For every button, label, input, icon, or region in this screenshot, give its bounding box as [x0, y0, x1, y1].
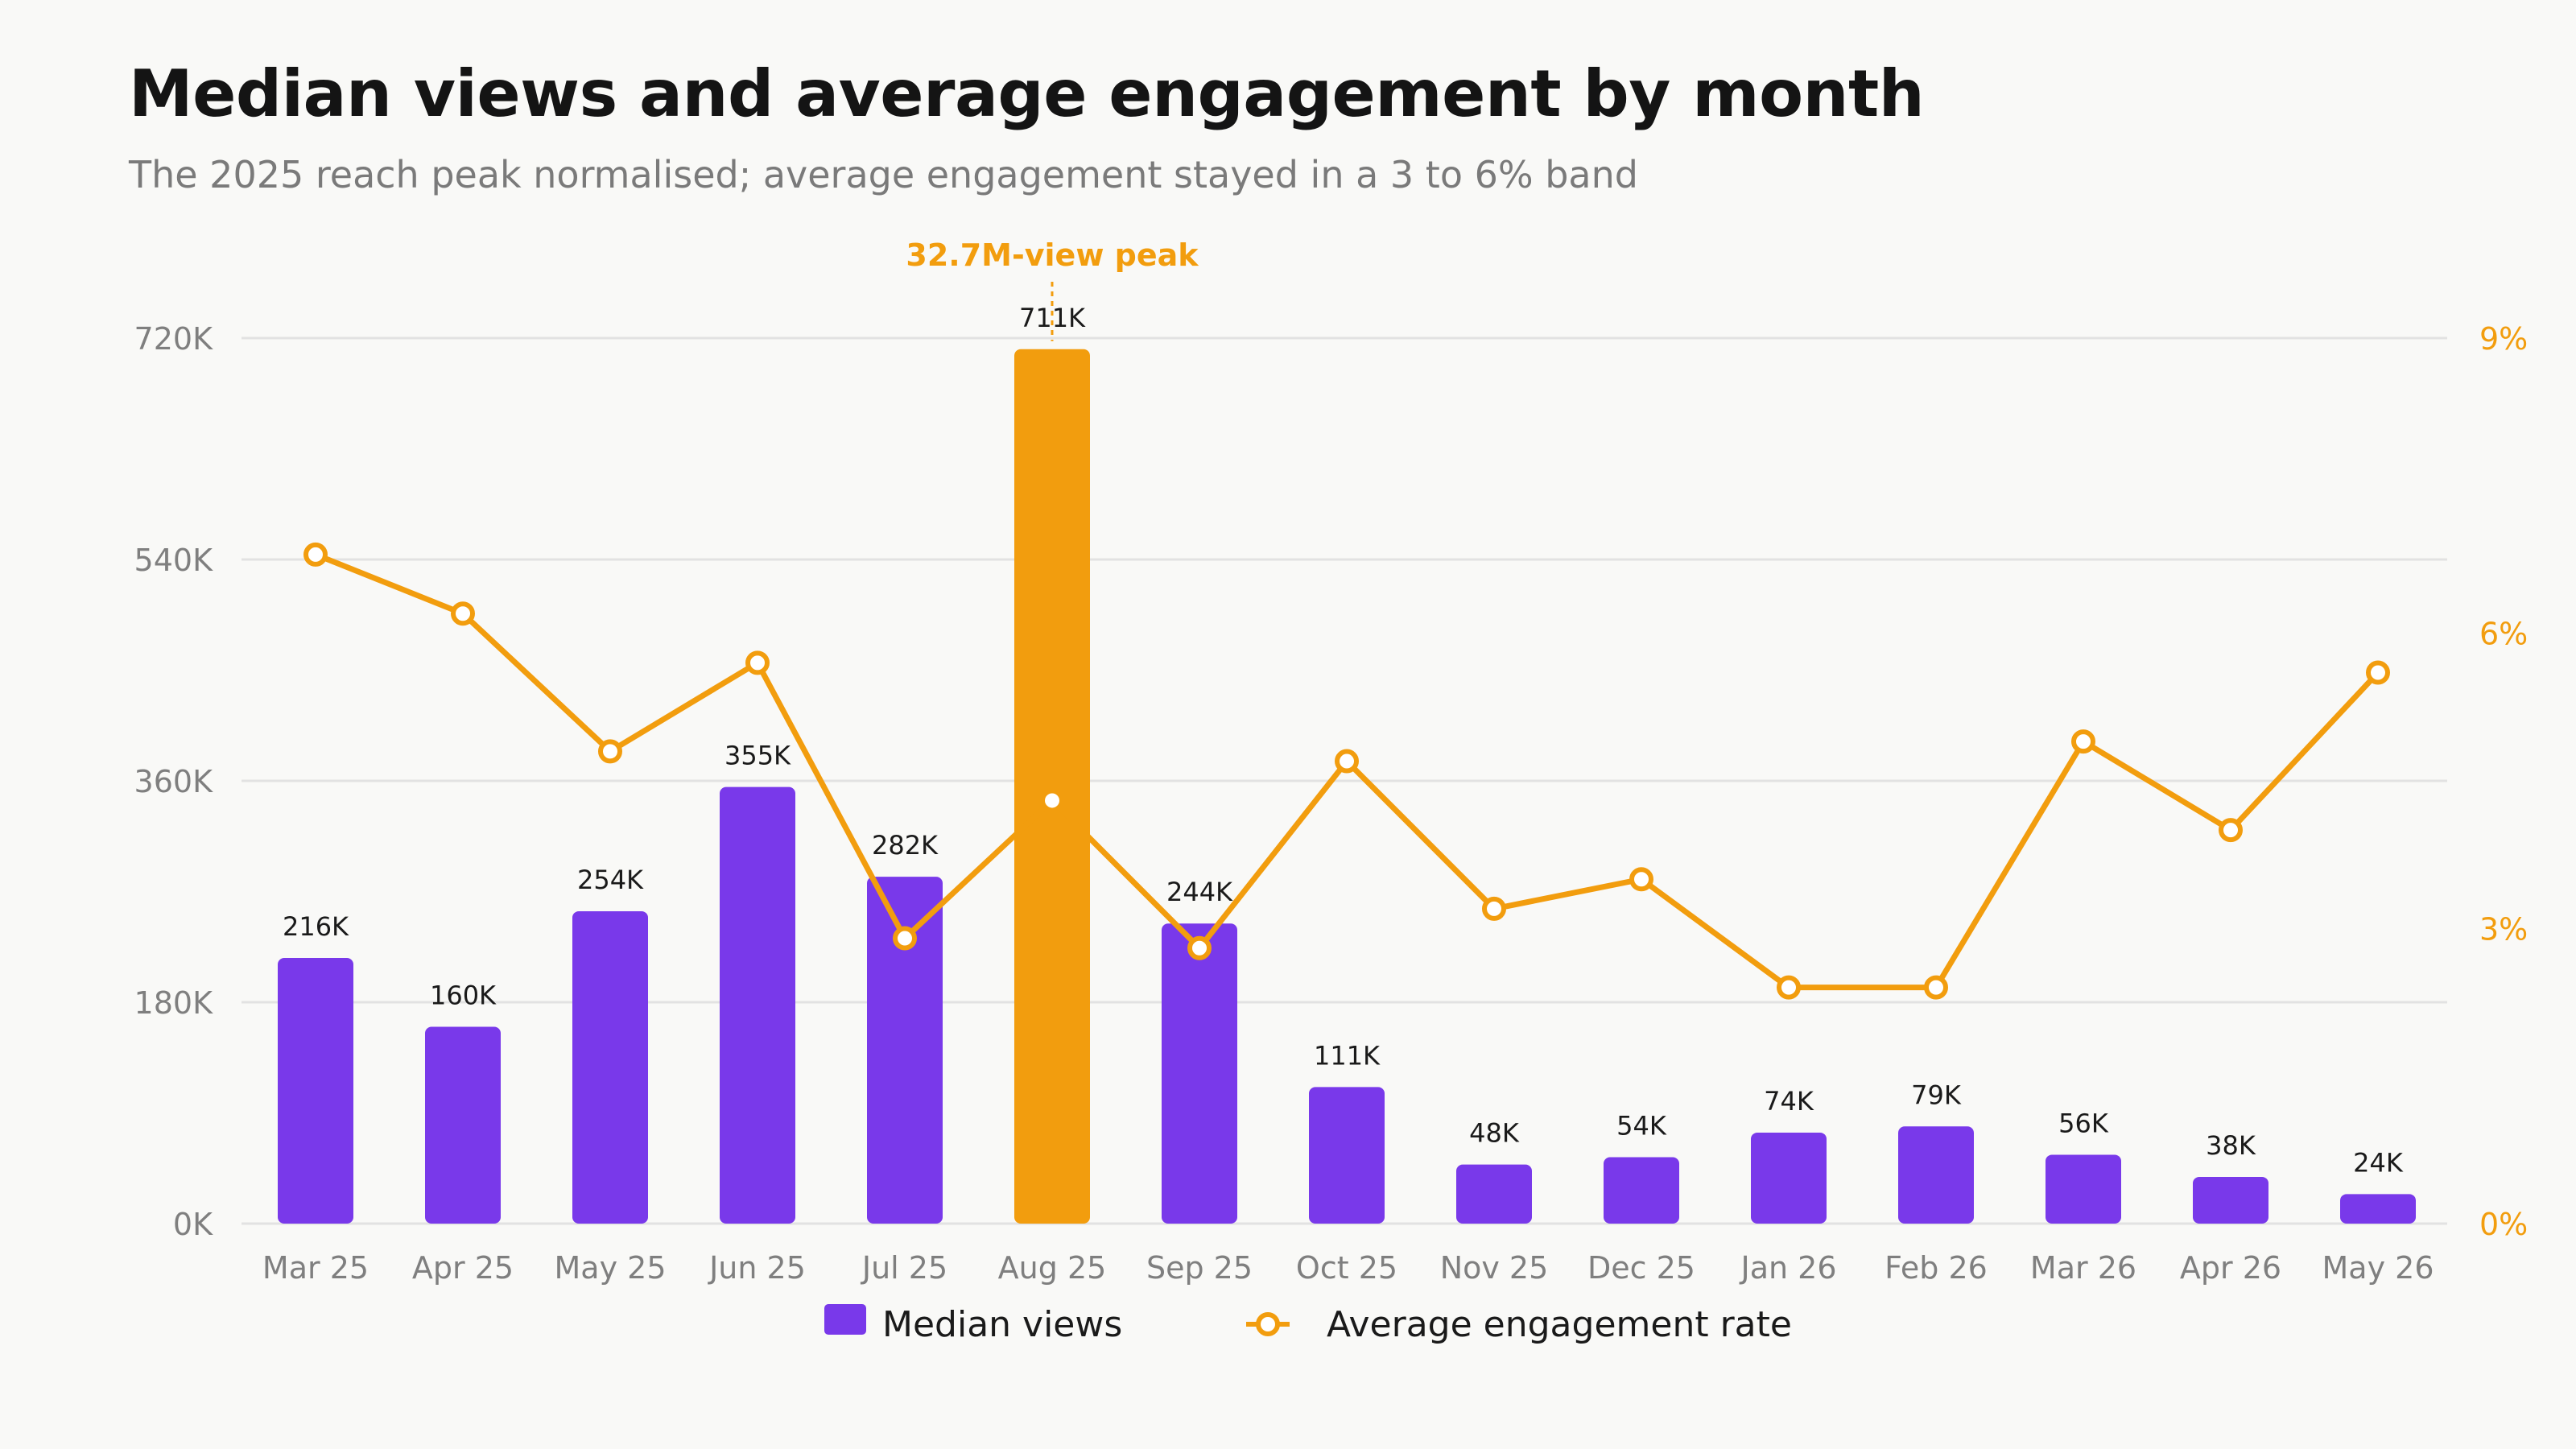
bar	[278, 958, 353, 1224]
x-axis-tick-label: Dec 25	[1587, 1250, 1695, 1286]
bar-value-label: 48K	[1469, 1118, 1520, 1149]
engagement-point	[598, 739, 622, 764]
bar-value-label: 711K	[1019, 303, 1086, 333]
bar-value-label: 56K	[2058, 1108, 2109, 1138]
bar-value-label: 74K	[1764, 1086, 1814, 1117]
engagement-point	[1482, 896, 1506, 921]
engagement-point	[2366, 660, 2390, 685]
bar-value-label: 160K	[430, 980, 497, 1011]
bar	[572, 910, 648, 1224]
bar	[1751, 1132, 1827, 1224]
x-axis-tick-label: Jul 25	[861, 1250, 947, 1286]
legend-swatch-bars	[824, 1304, 866, 1335]
left-axis-tick-label: 540K	[134, 543, 214, 578]
right-axis-tick-label: 0%	[2479, 1207, 2528, 1242]
engagement-point	[451, 601, 475, 626]
x-axis-tick-label: Nov 25	[1440, 1250, 1549, 1286]
x-axis-tick-label: Apr 25	[412, 1250, 514, 1286]
x-axis-tick-label: Mar 25	[262, 1250, 369, 1286]
left-axis-tick-label: 0K	[173, 1207, 213, 1242]
bar-value-label: 216K	[283, 911, 349, 942]
x-axis-tick-label: Mar 26	[2030, 1250, 2136, 1286]
bar	[1604, 1157, 1679, 1224]
engagement-point	[1924, 975, 1948, 1000]
engagement-point	[2219, 818, 2243, 843]
x-axis-tick-label: Feb 26	[1885, 1250, 1988, 1286]
bar	[720, 786, 795, 1224]
legend-label-line: Average engagement rate	[1327, 1304, 1792, 1345]
bar-value-label: 111K	[1314, 1040, 1381, 1071]
left-axis-tick-label: 180K	[134, 985, 214, 1021]
left-axis-tick-label: 720K	[134, 321, 214, 357]
bar	[1456, 1164, 1532, 1224]
bar-value-label: 24K	[2353, 1147, 2404, 1178]
right-axis-tick-label: 3%	[2479, 911, 2528, 947]
engagement-point	[1187, 935, 1212, 960]
right-axis-tick-label: 6%	[2479, 617, 2528, 652]
x-axis-tick-label: Jun 25	[708, 1250, 806, 1286]
bar-value-label: 254K	[577, 865, 644, 895]
bar-highlight	[1014, 349, 1090, 1224]
x-axis-tick-label: May 26	[2322, 1250, 2434, 1286]
bar-value-label: 244K	[1166, 877, 1233, 907]
bar	[425, 1026, 501, 1224]
bar-value-label: 38K	[2206, 1130, 2256, 1161]
bar	[2193, 1176, 2268, 1224]
bar	[1162, 923, 1237, 1224]
annotation-label: 32.7M-view peak	[906, 237, 1199, 273]
x-axis-tick-label: Apr 26	[2180, 1250, 2281, 1286]
engagement-point	[1335, 749, 1359, 774]
bar	[2046, 1154, 2121, 1224]
engagement-point	[745, 650, 770, 675]
x-axis-tick-label: Oct 25	[1296, 1250, 1397, 1286]
bar-value-label: 355K	[724, 741, 791, 771]
engagement-point	[303, 542, 328, 567]
bar-value-label: 79K	[1911, 1080, 1962, 1110]
bar	[1898, 1126, 1974, 1224]
bar-value-label: 54K	[1616, 1111, 1667, 1141]
bar	[867, 877, 943, 1224]
bar	[1309, 1087, 1385, 1224]
right-axis-tick-label: 9%	[2479, 321, 2528, 357]
x-axis-tick-label: Jan 26	[1739, 1250, 1836, 1286]
left-axis-tick-label: 360K	[134, 764, 214, 799]
engagement-point	[1045, 793, 1059, 808]
engagement-point	[893, 926, 917, 951]
legend-label-bars: Median views	[882, 1304, 1122, 1345]
engagement-point	[2071, 729, 2095, 754]
x-axis-tick-label: Aug 25	[998, 1250, 1107, 1286]
chart-subtitle: The 2025 reach peak normalised; average …	[129, 153, 1638, 196]
engagement-point	[1629, 867, 1653, 892]
x-axis-tick-label: May 25	[555, 1250, 667, 1286]
chart-title: Median views and average engagement by m…	[129, 56, 1925, 131]
legend-marker-line	[1256, 1312, 1280, 1336]
bar-value-label: 282K	[872, 830, 939, 861]
bar	[2340, 1194, 2416, 1224]
x-axis-tick-label: Sep 25	[1146, 1250, 1253, 1286]
engagement-point	[1777, 975, 1801, 1000]
